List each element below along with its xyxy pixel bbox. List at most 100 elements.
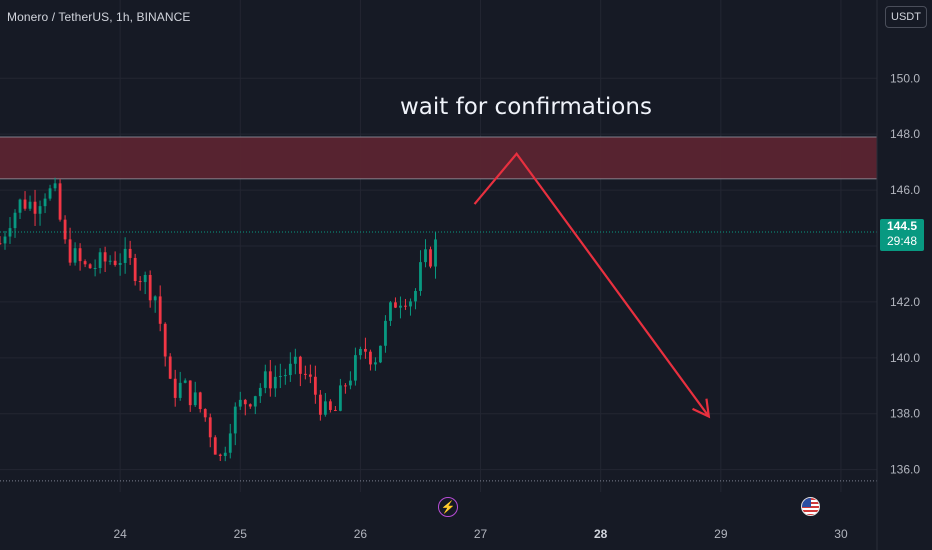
grid-layer xyxy=(0,0,877,492)
candle-body xyxy=(163,323,167,357)
candle-body xyxy=(298,356,302,374)
candle-body xyxy=(173,378,177,398)
candle-body xyxy=(143,274,147,283)
candle-body xyxy=(399,305,402,308)
candle-body xyxy=(223,452,227,456)
candle-body xyxy=(203,409,207,418)
projection-arrow[interactable] xyxy=(473,151,710,418)
candle-body xyxy=(359,348,362,356)
candle-body xyxy=(48,188,52,199)
candle-body xyxy=(33,201,37,214)
candle-body xyxy=(188,380,192,406)
candle-body xyxy=(128,248,132,258)
candle-body xyxy=(288,363,292,376)
candle-body xyxy=(38,206,42,214)
candle-body xyxy=(123,248,127,263)
candle-body xyxy=(369,351,372,365)
last-price-value: 144.5 xyxy=(886,219,918,233)
candle-body xyxy=(153,296,157,301)
candle-body xyxy=(108,260,112,262)
candle-body xyxy=(43,198,47,207)
candle-body xyxy=(183,380,187,383)
candle-body xyxy=(78,248,82,262)
x-axis: 24 25 26 27 28 29 30 xyxy=(113,527,847,541)
x-tick-label: 24 xyxy=(113,527,127,541)
candle-body xyxy=(133,257,137,282)
candle-body xyxy=(8,228,12,237)
candle-body xyxy=(28,201,32,209)
candle-body xyxy=(389,302,392,321)
candle-body xyxy=(343,385,347,387)
candles-layer xyxy=(0,177,437,462)
candle-body xyxy=(404,305,407,307)
candle-body xyxy=(118,262,122,265)
candle-body xyxy=(364,348,367,352)
candle-body xyxy=(263,371,267,388)
candle-body xyxy=(379,345,382,363)
candle-body xyxy=(23,199,27,209)
projection-arrowhead xyxy=(692,398,711,419)
candle-body xyxy=(429,249,432,267)
candle-body xyxy=(213,437,217,455)
candle-body xyxy=(63,219,67,240)
y-tick-label: 150.0 xyxy=(890,71,920,85)
candle-body xyxy=(228,433,232,453)
candle-body xyxy=(158,296,162,324)
candle-body xyxy=(13,212,17,229)
candle-body xyxy=(138,281,142,283)
candle-body xyxy=(98,252,102,269)
x-tick-label: 28 xyxy=(594,527,608,541)
bar-countdown: 29:48 xyxy=(886,234,918,248)
annotation-text[interactable]: wait for confirmations xyxy=(400,94,652,120)
candle-body xyxy=(53,183,57,189)
candle-body xyxy=(283,375,287,377)
candle-body xyxy=(168,356,172,379)
candle-body xyxy=(193,392,197,406)
candle-body xyxy=(313,376,317,395)
candle-body xyxy=(73,248,77,263)
candle-body xyxy=(148,274,152,301)
candle-body xyxy=(58,183,62,220)
x-tick-label: 27 xyxy=(474,527,488,541)
candle-body xyxy=(293,356,297,364)
candle-body xyxy=(338,385,342,411)
candle-body xyxy=(268,371,272,389)
candle-body xyxy=(303,373,307,375)
candle-body xyxy=(0,243,2,245)
candle-body xyxy=(308,374,312,377)
x-tick-label: 30 xyxy=(834,527,848,541)
candle-body xyxy=(374,362,377,365)
candle-body xyxy=(394,302,397,308)
candle-body xyxy=(318,394,322,415)
us-flag-icon[interactable] xyxy=(801,497,820,516)
flash-icon[interactable]: ⚡ xyxy=(438,497,458,517)
candle-body xyxy=(238,399,242,407)
x-tick-label: 25 xyxy=(234,527,248,541)
candle-body xyxy=(333,409,337,411)
candle-body xyxy=(243,399,247,405)
candle-body xyxy=(103,252,107,262)
currency-button[interactable]: USDT xyxy=(885,6,927,28)
y-tick-label: 148.0 xyxy=(890,127,920,141)
candle-body xyxy=(348,380,352,386)
candle-body xyxy=(233,406,237,434)
candle-body xyxy=(93,268,97,270)
candle-body xyxy=(273,376,277,389)
candle-body xyxy=(409,301,412,307)
candle-body xyxy=(3,236,7,244)
candle-body xyxy=(414,290,417,302)
candle-body xyxy=(328,401,332,410)
candle-body xyxy=(18,199,22,213)
resistance-zone[interactable] xyxy=(0,136,877,179)
candle-body xyxy=(354,355,357,381)
candle-body xyxy=(419,262,422,291)
y-tick-label: 142.0 xyxy=(890,295,920,309)
candle-body xyxy=(323,401,327,415)
candle-body xyxy=(248,404,252,407)
candle-body xyxy=(434,239,437,267)
candle-body xyxy=(198,392,202,410)
last-price-label: 144.5 29:48 xyxy=(880,219,924,251)
candle-body xyxy=(178,382,182,398)
